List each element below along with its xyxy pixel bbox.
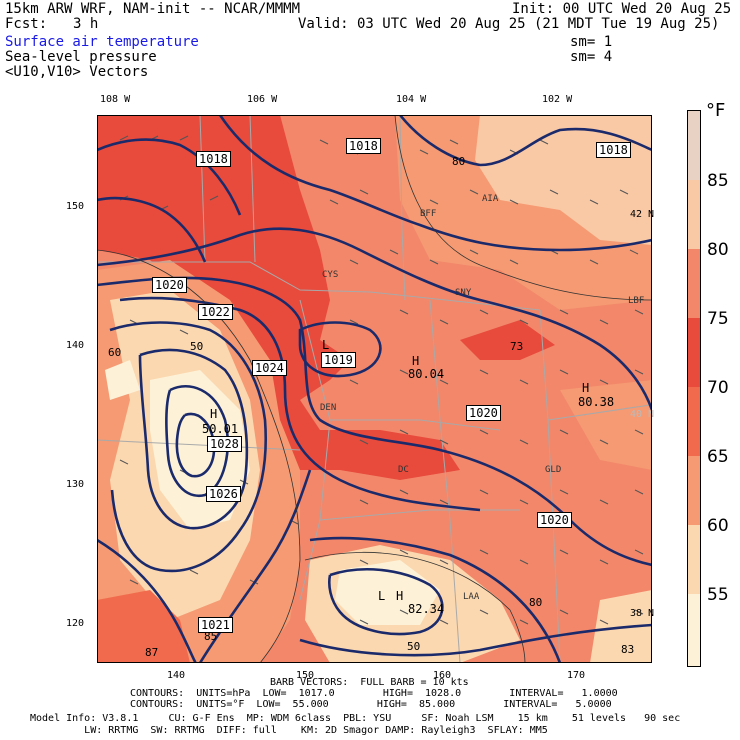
colorbar-label: 85	[707, 171, 729, 191]
model-title: 15km ARW WRF, NAM-init -- NCAR/MMMM	[5, 1, 301, 17]
isobar-low-center	[298, 321, 382, 378]
lon-label-102w: 102 W	[542, 94, 573, 105]
isobar-sw-1	[97, 538, 198, 663]
colorbar-swatch-80-85	[688, 180, 700, 249]
y-label-150: 150	[66, 201, 85, 212]
temperature-contour-info: CONTOURS: UNITS=°F LOW= 55.000 HIGH= 85.…	[130, 699, 612, 710]
isotherm-south	[304, 551, 526, 663]
x-label-150: 150	[296, 670, 315, 681]
isobar-south-low	[328, 567, 444, 636]
lon-label-104w: 104 W	[396, 94, 427, 105]
isobar-sw-2	[198, 469, 312, 663]
temperature-field	[97, 115, 652, 663]
isobar-1022	[109, 321, 268, 573]
forecast-hour: 3 h	[73, 16, 99, 32]
colorbar-unit: °F	[706, 100, 726, 121]
colorbar-label: 55	[707, 585, 729, 605]
temperature-contours	[97, 115, 652, 663]
isobar-south-2	[299, 623, 652, 657]
temp-fill-hot-east	[460, 320, 555, 360]
x-label-140: 140	[167, 670, 186, 681]
wind-row-5	[349, 369, 644, 385]
isobar-1018-north	[218, 115, 652, 252]
county-line-7	[199, 115, 206, 263]
isotherm-west	[97, 249, 301, 663]
isobar-1018-northeast	[398, 115, 652, 167]
colorbar-swatch-below-55	[688, 594, 700, 666]
x-label-170: 170	[567, 670, 586, 681]
lon-label-108w: 108 W	[100, 94, 131, 105]
isobar-northwest-2	[97, 196, 207, 263]
colorbar-label: 75	[707, 309, 729, 329]
co-ks-border	[547, 419, 561, 663]
county-line-3	[330, 419, 501, 431]
isotherm-east	[394, 115, 652, 301]
colorbar-label: 65	[707, 447, 729, 467]
x-label-160: 160	[433, 670, 452, 681]
y-label-120: 120	[66, 618, 85, 629]
county-line-4	[319, 509, 520, 521]
isobar-1028	[175, 412, 216, 478]
wind-row-6	[359, 429, 644, 445]
colorbar-label: 70	[707, 378, 729, 398]
colorbar-swatch-75-80	[688, 249, 700, 318]
map-frame	[97, 115, 652, 663]
isobar-south-1	[309, 536, 562, 663]
colorbar-swatch-65-70	[688, 387, 700, 456]
smooth-vectors: sm= 4	[570, 49, 613, 65]
wind-row-8	[359, 549, 644, 565]
smooth-pressure: sm= 1	[570, 34, 613, 50]
barb-info: BARB VECTORS: FULL BARB = 10 kts	[270, 677, 469, 688]
y-label-140: 140	[66, 340, 85, 351]
wind-row-7	[359, 489, 644, 505]
field-vectors: <U10,V10> Vectors	[5, 64, 149, 80]
colorbar-label: 60	[707, 516, 729, 536]
colorbar-label: 80	[707, 240, 729, 260]
lon-label-106w: 106 W	[247, 94, 278, 105]
colorbar	[687, 110, 701, 667]
field-temperature: Surface air temperature	[5, 34, 199, 50]
isobar-1019	[97, 227, 652, 411]
isobar-northwest	[97, 138, 242, 216]
colorbar-swatch-60-65	[688, 456, 700, 525]
wind-row-2	[329, 189, 629, 205]
isobar-1021	[119, 296, 481, 512]
county-line-1	[249, 115, 256, 263]
county-line-6	[429, 299, 461, 663]
colorbar-swatch-70-75	[688, 318, 700, 387]
forecast-label: Fcst:	[5, 16, 48, 32]
colorbar-swatch-85-plus	[688, 111, 700, 180]
isobar-1026	[165, 384, 229, 498]
temp-fill-east-mid	[560, 380, 652, 470]
temp-fill-cold-pocket	[105, 360, 140, 400]
wy-co-border	[97, 261, 541, 311]
colorbar-swatch-55-60	[688, 525, 700, 594]
init-time: Init: 00 UTC Wed 20 Aug 25	[512, 1, 732, 17]
model-info-1: Model Info: V3.8.1 CU: G-F Ens MP: WDM 6…	[30, 713, 681, 724]
wind-row-4	[349, 309, 644, 325]
isobar-1024	[138, 348, 249, 530]
pressure-contour-info: CONTOURS: UNITS=hPa LOW= 1017.0 HIGH= 10…	[130, 688, 618, 699]
wind-row-3	[349, 249, 639, 265]
valid-time: Valid: 03 UTC Wed 20 Aug 25 (21 MDT Tue …	[298, 16, 720, 32]
model-info-2: LW: RRTMG SW: RRTMG DIFF: full KM: 2D Sm…	[30, 725, 548, 736]
field-pressure: Sea-level pressure	[5, 49, 157, 65]
y-label-130: 130	[66, 479, 85, 490]
wind-row-9	[359, 609, 644, 625]
